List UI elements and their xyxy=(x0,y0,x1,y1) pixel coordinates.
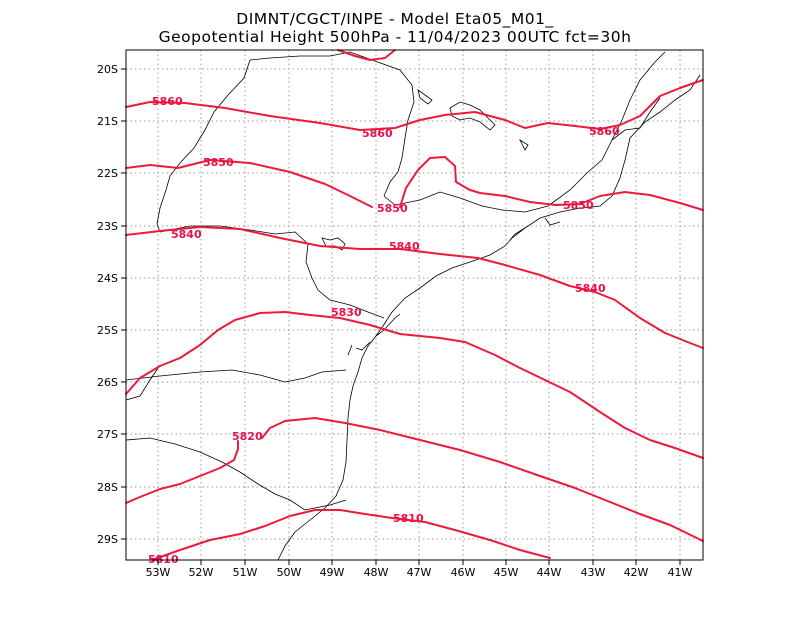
x-tick-label: 47W xyxy=(407,566,432,579)
country-border xyxy=(125,367,159,401)
x-tick-label: 46W xyxy=(451,566,476,579)
title-line-2: Geopotential Height 500hPa - 11/04/2023 … xyxy=(159,28,632,46)
x-tick-label: 53W xyxy=(146,566,171,579)
map-frame xyxy=(125,49,704,561)
state-border xyxy=(125,369,347,383)
y-tick-label: 20S xyxy=(97,63,118,76)
x-tick-label: 50W xyxy=(277,566,302,579)
y-tick-label: 28S xyxy=(97,481,118,494)
state-border xyxy=(156,59,251,233)
contour-5850-east xyxy=(399,156,704,211)
state-border xyxy=(383,191,549,213)
contour-5860 xyxy=(125,79,704,131)
reservoir xyxy=(519,138,529,151)
x-tick-label: 43W xyxy=(581,566,606,579)
state-border xyxy=(611,97,661,141)
contour-5820-west xyxy=(125,440,239,504)
state-border xyxy=(547,51,666,207)
contour-5830 xyxy=(125,311,704,459)
tick-marks xyxy=(121,68,681,565)
coastline xyxy=(509,217,561,241)
map-boundaries xyxy=(125,51,701,561)
y-tick-label: 29S xyxy=(97,533,118,546)
contour-label: 5850 xyxy=(377,202,408,215)
y-tick-label: 23S xyxy=(97,220,118,233)
contour-label: 5810 xyxy=(393,512,424,525)
contour-5850-west xyxy=(125,159,373,208)
contour-5840 xyxy=(125,226,704,349)
x-tick-label: 45W xyxy=(494,566,519,579)
x-tick-label: 42W xyxy=(624,566,649,579)
x-tick-label: 44W xyxy=(537,566,562,579)
contour-5810 xyxy=(151,509,551,561)
y-axis-labels: 20S 21S 22S 23S 24S 25S 26S 27S 28S 29S xyxy=(97,63,118,546)
contour-label: 5860 xyxy=(362,127,393,140)
y-tick-label: 22S xyxy=(97,167,118,180)
contour-label: 5840 xyxy=(575,282,606,295)
x-tick-label: 48W xyxy=(364,566,389,579)
x-tick-label: 49W xyxy=(320,566,345,579)
y-tick-label: 21S xyxy=(97,115,118,128)
y-tick-label: 27S xyxy=(97,428,118,441)
contour-5820-east xyxy=(261,417,704,542)
x-tick-label: 41W xyxy=(668,566,693,579)
contour-label: 5840 xyxy=(171,228,202,241)
y-tick-label: 26S xyxy=(97,376,118,389)
x-tick-label: 51W xyxy=(233,566,258,579)
contour-label: 5850 xyxy=(563,199,594,212)
state-border xyxy=(249,51,415,197)
height-contours xyxy=(125,49,704,561)
title-line-1: DIMNT/CGCT/INPE - Model Eta05_M01_ xyxy=(236,10,553,29)
coastline xyxy=(347,313,401,356)
coastline xyxy=(277,74,701,561)
state-border xyxy=(125,437,347,511)
contour-label: 5820 xyxy=(232,430,263,443)
contour-5870 xyxy=(337,49,396,61)
x-tick-label: 52W xyxy=(189,566,214,579)
state-border xyxy=(159,225,385,319)
contour-label: 5830 xyxy=(331,306,362,319)
reservoir xyxy=(449,101,496,131)
y-tick-label: 25S xyxy=(97,324,118,337)
contour-label: 5860 xyxy=(152,95,183,108)
contour-label: 5850 xyxy=(203,156,234,169)
x-axis-labels: 53W 52W 51W 50W 49W 48W 47W 46W 45W 44W … xyxy=(146,566,693,579)
reservoir xyxy=(417,89,433,105)
y-tick-label: 24S xyxy=(97,272,118,285)
contour-label: 5860 xyxy=(589,125,620,138)
contour-labels: 5860 5860 5860 5850 5850 5850 5840 5840 … xyxy=(148,95,620,566)
contour-label: 5840 xyxy=(389,240,420,253)
